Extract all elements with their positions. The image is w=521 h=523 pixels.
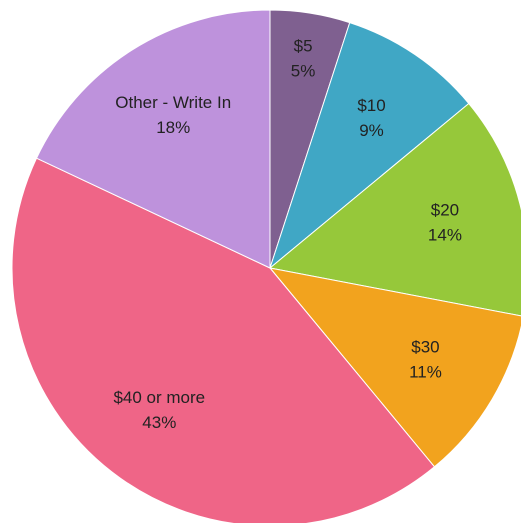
slice-value-label: 5% (291, 62, 316, 81)
pie-slice (11, 157, 436, 523)
slice-value-label: 11% (409, 362, 442, 381)
slice-value-label: 43% (142, 413, 176, 432)
slice-category-label: $10 (357, 96, 385, 115)
slice-category-label: $20 (431, 201, 459, 220)
slice-value-label: 14% (428, 226, 462, 245)
slice-value-label: 18% (156, 118, 190, 137)
slice-category-label: $30 (411, 337, 439, 356)
slice-value-label: 9% (359, 121, 384, 140)
slice-category-label: Other - Write In (115, 93, 231, 112)
pie-slice (268, 21, 470, 270)
slice-category-label: $40 or more (113, 388, 205, 407)
pie-slice (35, 9, 271, 269)
pie-slice (268, 102, 521, 317)
slice-category-label: $5 (294, 37, 313, 56)
